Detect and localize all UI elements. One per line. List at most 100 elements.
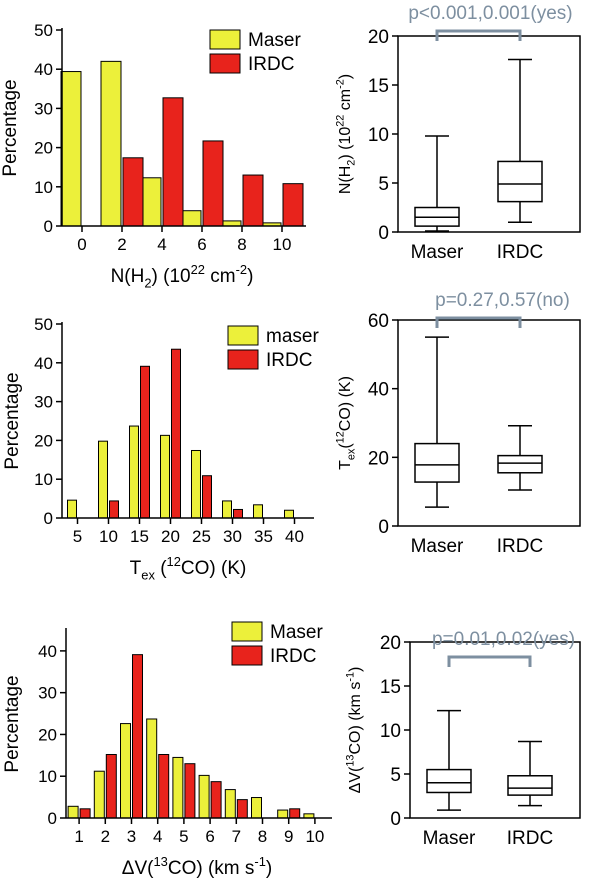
legend-label-irdc: IRDC — [248, 54, 294, 75]
bar-maser-30 — [222, 500, 232, 519]
bar-maser-0 — [60, 71, 82, 227]
x-tick-label: 15 — [130, 527, 149, 546]
significance-bracket — [435, 316, 522, 328]
y-tick-label: 0 — [378, 517, 389, 538]
bar-irdc-15 — [140, 365, 150, 519]
y-tick-label: 60 — [368, 311, 389, 332]
bar-irdc-8 — [242, 174, 264, 227]
significance-bracket — [435, 29, 522, 41]
y-tick-label: 50 — [34, 21, 53, 40]
bar-maser-8 — [220, 220, 242, 227]
x-tick-label: 5 — [179, 827, 188, 846]
x-tick-label: 9 — [284, 827, 293, 846]
box-irdc — [497, 160, 543, 203]
bar-irdc-3 — [132, 654, 143, 819]
bar-maser-35 — [253, 504, 263, 519]
legend-label-irdc: IRDC — [266, 350, 312, 371]
x-tick-label: 40 — [285, 527, 304, 546]
bar-irdc-7 — [236, 799, 248, 819]
bar-maser-10 — [98, 440, 108, 519]
bar-irdc-9 — [289, 808, 301, 819]
bar-irdc-10 — [109, 500, 119, 519]
y-tick-label: 0 — [48, 809, 57, 828]
bar-maser-15 — [129, 425, 139, 519]
y-tick-label: 20 — [38, 725, 57, 744]
x-axis-label: ΔV(13CO) (km s-1) — [122, 854, 272, 878]
bar-maser-6 — [198, 774, 210, 819]
x-tick-label: 2 — [117, 235, 126, 254]
x-tick-label: 8 — [258, 827, 267, 846]
legend-label-irdc: IRDC — [270, 646, 316, 667]
bar-irdc-2 — [105, 753, 117, 819]
y-tick-label: 40 — [34, 60, 53, 79]
y-tick-label: 40 — [368, 380, 389, 401]
chart-hist_dv: 0 10 20 30 40 1 2 3 4 5 6 7 8 9 10 Percentage ΔV(13CO) (… — [2, 621, 332, 878]
y-tick-label: 40 — [38, 642, 57, 661]
y-axis-label: Tex(12CO) (K) — [334, 376, 357, 470]
x-axis-label: Tex (12CO) (K) — [130, 554, 247, 582]
x-tick-label-maser: Maser — [411, 242, 464, 263]
bar-irdc-25 — [202, 475, 212, 519]
y-tick-label: 20 — [368, 27, 389, 48]
box-maser — [414, 442, 460, 483]
box-maser — [426, 768, 472, 794]
bar-irdc-30 — [233, 508, 243, 519]
bar-maser-5 — [67, 499, 77, 519]
bar-maser-9 — [277, 809, 289, 819]
legend-swatch-maser — [231, 621, 263, 642]
bar-maser-2 — [93, 770, 105, 819]
x-tick-label-maser: Maser — [411, 536, 464, 557]
chart-hist_nh2: 0 10 20 30 40 50 0 2 4 6 8 10 Percentage N(H2) (1022 … — [0, 21, 306, 290]
y-tick-label: 30 — [38, 684, 57, 703]
plot-frame — [397, 35, 581, 233]
x-tick-label: 5 — [73, 527, 82, 546]
box-irdc — [497, 454, 543, 474]
bar-maser-2 — [100, 60, 122, 227]
bar-irdc-20 — [171, 348, 181, 519]
x-tick-label: 6 — [197, 235, 206, 254]
bar-irdc-4 — [162, 97, 184, 227]
y-tick-label: 10 — [34, 178, 53, 197]
y-tick-label: 50 — [34, 315, 53, 334]
x-tick-label-irdc: IRDC — [497, 536, 543, 557]
x-tick-label-maser: Maser — [423, 828, 476, 849]
x-tick-label: 35 — [254, 527, 273, 546]
x-tick-label: 8 — [237, 235, 246, 254]
x-tick-label: 10 — [99, 527, 118, 546]
y-tick-label: 5 — [390, 765, 401, 786]
significance-bracket — [447, 655, 532, 667]
y-tick-label: 5 — [378, 174, 389, 195]
chart-box_tex: 0 20 40 60 Maser IRDC p=0.27,0.57(no) Tex(12CO)… — [334, 290, 581, 557]
legend-swatch-irdc — [209, 53, 241, 74]
y-axis-label: N(H2) (1022 cm-2) — [334, 74, 357, 194]
bar-irdc-6 — [210, 781, 222, 819]
bar-maser-5 — [172, 756, 184, 819]
chart-box_dv: 0 5 10 15 20 Maser IRDC p=0.01,0.02(yes) ΔV(13CO… — [344, 629, 581, 849]
x-tick-label: 10 — [273, 235, 292, 254]
bar-irdc-1 — [79, 808, 91, 819]
y-axis-label: Percentage — [2, 372, 23, 469]
legend-swatch-maser — [209, 29, 241, 50]
y-tick-label: 10 — [38, 767, 57, 786]
bar-irdc-10 — [282, 183, 304, 227]
bar-irdc-2 — [122, 157, 144, 227]
x-tick-label: 6 — [205, 827, 214, 846]
x-tick-label: 4 — [157, 235, 166, 254]
y-tick-label: 15 — [380, 677, 401, 698]
bar-maser-4 — [146, 718, 158, 819]
legend-swatch-irdc — [227, 349, 259, 370]
y-tick-label: 10 — [380, 721, 401, 742]
y-tick-label: 40 — [34, 354, 53, 373]
legend-label-maser: Maser — [248, 30, 301, 51]
x-tick-label: 20 — [161, 527, 180, 546]
legend-swatch-irdc — [231, 645, 263, 666]
chart-hist_tex: 0 10 20 30 40 50 5 10 15 20 25 30 35 40 Percentage Tex … — [2, 315, 319, 582]
legend-label-maser: Maser — [270, 622, 323, 643]
significance-label: p=0.27,0.57(no) — [435, 290, 570, 311]
bar-maser-3 — [120, 723, 131, 819]
y-axis-label: Percentage — [2, 675, 23, 772]
bar-maser-25 — [191, 449, 201, 519]
y-tick-label: 10 — [368, 125, 389, 146]
significance-label: p<0.001,0.001(yes) — [408, 3, 572, 24]
x-tick-label: 10 — [305, 827, 324, 846]
